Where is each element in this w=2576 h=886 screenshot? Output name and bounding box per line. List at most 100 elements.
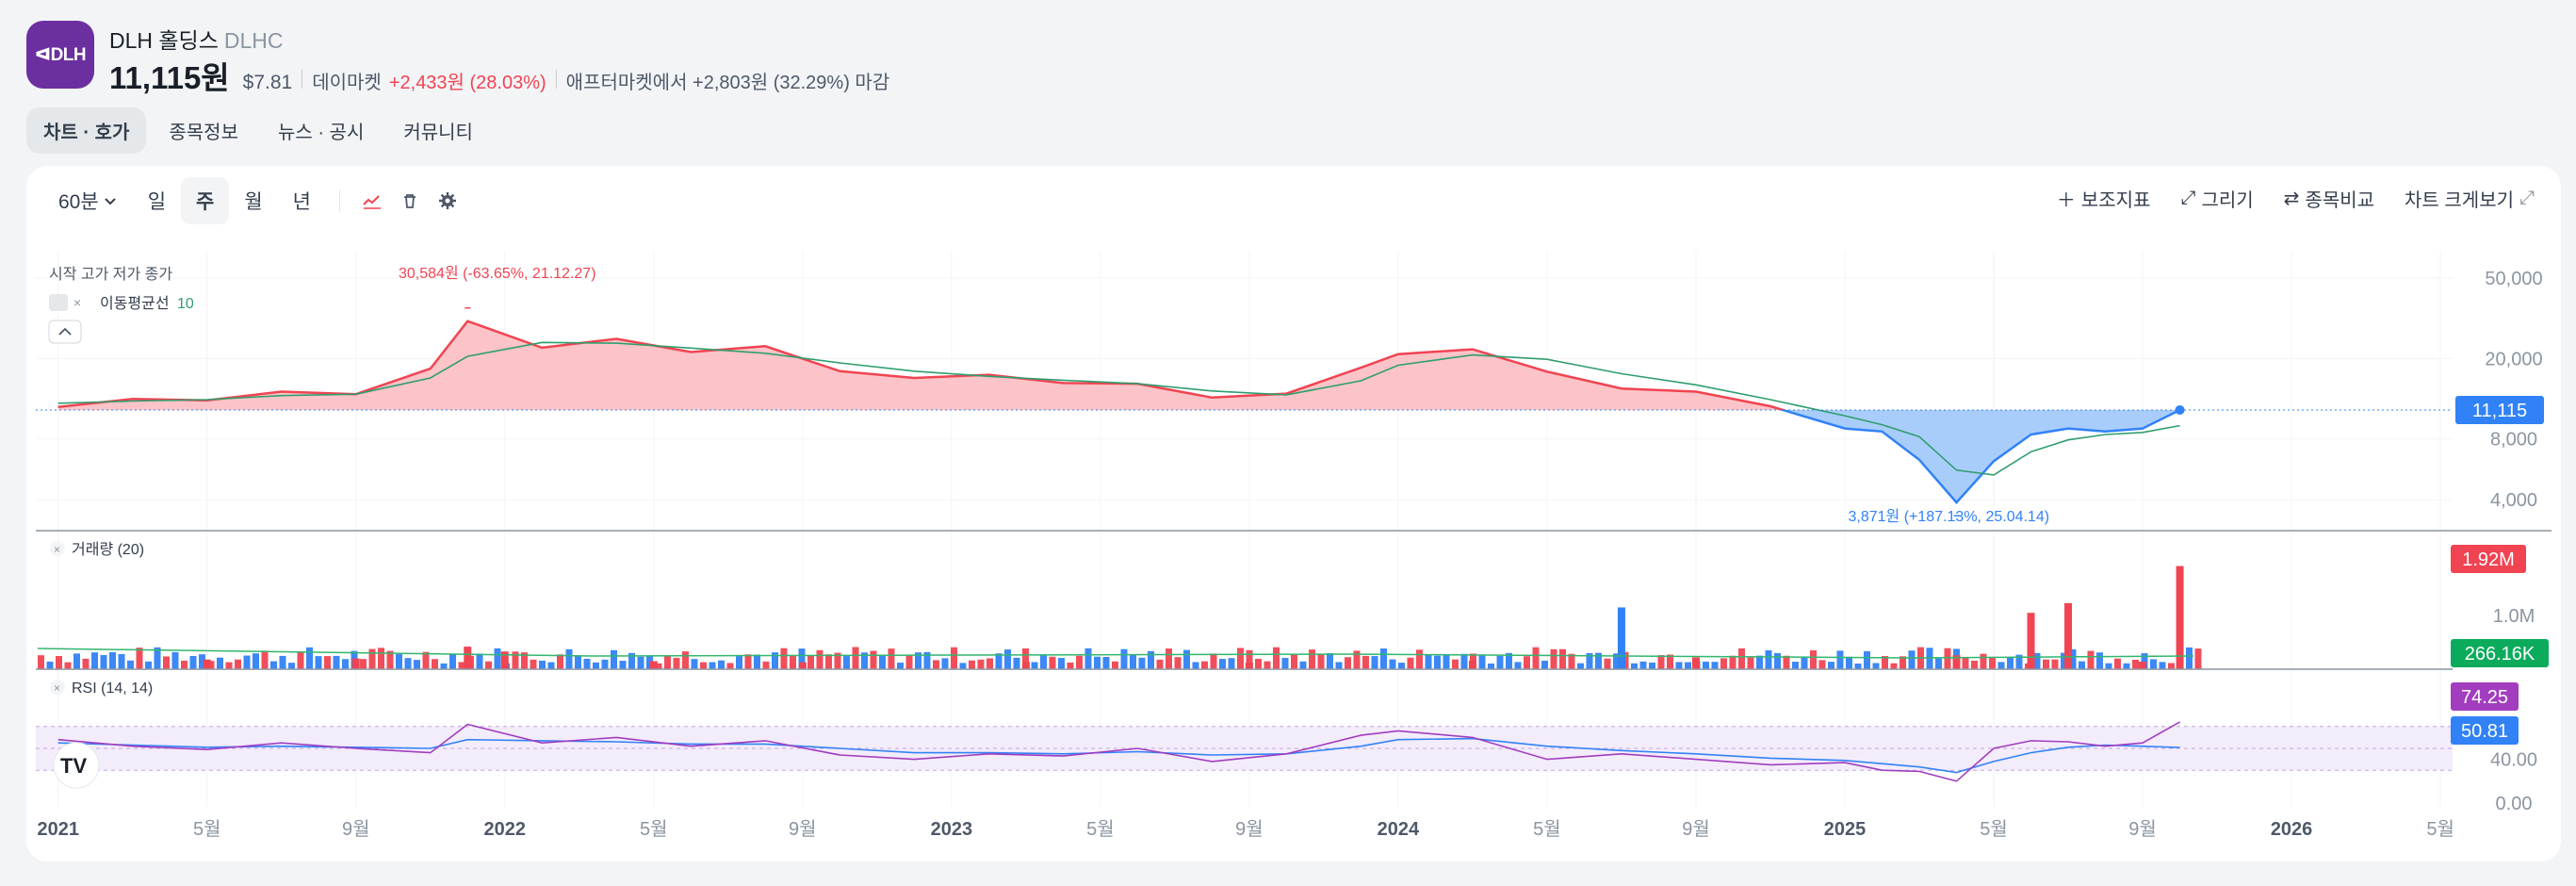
volume-bar (1496, 655, 1504, 669)
period-week[interactable]: 주 (181, 177, 230, 224)
volume-bar (593, 662, 599, 669)
volume-bar (207, 661, 215, 669)
ma10-line (57, 341, 2180, 476)
volume-bar (1514, 662, 1522, 669)
volume-bar (1506, 652, 1512, 669)
indicator-button[interactable]: ＋ 보조지표 (2057, 185, 2151, 212)
interval-select[interactable]: 60분 (43, 177, 133, 224)
volume-bar (521, 652, 528, 669)
volume-bar (270, 661, 277, 669)
volume-bar (870, 650, 877, 669)
volume-bar (422, 651, 430, 669)
stock-name-row: DLH 홀딩스 DLHC (109, 23, 284, 55)
gear-icon[interactable] (429, 182, 466, 220)
volume-bar (1120, 648, 1128, 669)
draw-button[interactable]: ⤢ 그리기 (2180, 185, 2253, 212)
volume-bar (780, 648, 788, 669)
expand-chart-button[interactable]: 차트 크게보기 ⤢ (2405, 185, 2535, 212)
volume-bar (1416, 649, 1423, 669)
x-tick-label: 9월 (1682, 818, 1710, 840)
ma-period: 10 (177, 296, 194, 312)
volume-bar (1022, 648, 1029, 669)
volume-bar (1192, 662, 1199, 669)
compare-button[interactable]: ⇄ 종목비교 (2284, 185, 2374, 212)
compare-label: 종목비교 (2305, 190, 2375, 211)
volume-bar (324, 656, 331, 669)
volume-bar (127, 660, 134, 669)
chart-svg[interactable]: 2021 5월 9월 2022 5월 9월 2023 5월 9월 2024 5월 9월 2025 5월 9월… (26, 166, 2561, 861)
volume-bar (109, 651, 116, 669)
volume-bar (1774, 652, 1781, 669)
tab-news[interactable]: 뉴스 · 공시 (277, 123, 365, 143)
volume-bar (888, 648, 895, 669)
aftermarket-text: 애프터마켓에서 +2,803원 (32.29%) 마감 (565, 73, 890, 93)
volume-bar (1084, 648, 1092, 669)
volume-bar (1738, 648, 1745, 669)
pencil-icon: ⤢ (2180, 188, 2196, 208)
volume-bar (807, 655, 814, 669)
chevron-up-icon (58, 327, 72, 336)
volume-bar (879, 654, 886, 669)
x-tick-label: 2021 (37, 819, 79, 840)
volume-bar-major (2027, 613, 2035, 669)
volume-bar (726, 663, 734, 669)
volume-bar (2007, 657, 2014, 669)
close-icon[interactable]: × (73, 295, 81, 310)
eye-slash-icon[interactable] (49, 294, 68, 311)
volume-bar-major (1617, 607, 1625, 669)
volume-bar (449, 653, 456, 669)
volume-bar (2079, 661, 2085, 669)
tab-community[interactable]: 커뮤니티 (403, 123, 473, 143)
volume-bar (1756, 655, 1763, 669)
volume-y-tick: 1.0M (2493, 606, 2535, 627)
volume-bar (754, 654, 760, 669)
volume-bar (1201, 661, 1208, 669)
volume-bar (1524, 656, 1530, 669)
tab-info[interactable]: 종목정보 (169, 123, 238, 143)
volume-bar (306, 647, 313, 669)
volume-bar (1685, 662, 1691, 669)
trash-icon[interactable] (391, 182, 429, 220)
volume-bar (1729, 655, 1736, 669)
volume-bar (995, 653, 1003, 669)
volume-bar (1210, 653, 1217, 669)
volume-bar (969, 660, 975, 669)
volume-bar (1327, 653, 1333, 669)
svg-text:1.92M: 1.92M (2462, 550, 2515, 570)
volume-bar (637, 656, 644, 669)
x-tick-label: 2022 (484, 819, 527, 840)
volume-bar (1246, 649, 1253, 669)
period-day[interactable]: 일 (147, 191, 167, 213)
volume-bar (959, 663, 967, 669)
line-chart-icon[interactable] (353, 182, 391, 220)
tab-chart[interactable]: 차트 · 호가 (26, 107, 147, 154)
company-logo: ᐊDLH (26, 21, 94, 89)
volume-bar (189, 655, 197, 669)
volume-bar (1156, 659, 1164, 669)
volume-bar (2194, 648, 2202, 669)
volume-bar (261, 650, 269, 669)
volume-bar (315, 656, 322, 669)
volume-bar (235, 659, 241, 669)
price-y-tick: 20,000 (2485, 349, 2542, 369)
volume-bar (1747, 657, 1754, 669)
volume-bar (1102, 656, 1110, 669)
volume-bar-major (351, 658, 360, 669)
close-icon[interactable] (50, 680, 65, 695)
volume-bar (557, 654, 563, 669)
x-tick-label: 2023 (931, 819, 973, 840)
volume-bar (1425, 654, 1432, 669)
collapse-legend-button[interactable] (48, 320, 82, 344)
period-year[interactable]: 년 (292, 191, 311, 213)
x-tick-label: 2025 (1824, 819, 1867, 840)
volume-bar (1864, 650, 1870, 669)
volume-bar (1568, 653, 1575, 669)
volume-bar (1398, 663, 1405, 669)
close-icon[interactable] (50, 541, 65, 556)
period-month[interactable]: 월 (244, 191, 263, 213)
volume-bar (1783, 655, 1790, 669)
low-annotation: 3,871원 (+187.13%, 25.04.14) (1849, 508, 2050, 525)
volume-bar (2186, 647, 2193, 669)
volume-bar (1174, 657, 1182, 669)
volume-bar (1264, 661, 1271, 669)
